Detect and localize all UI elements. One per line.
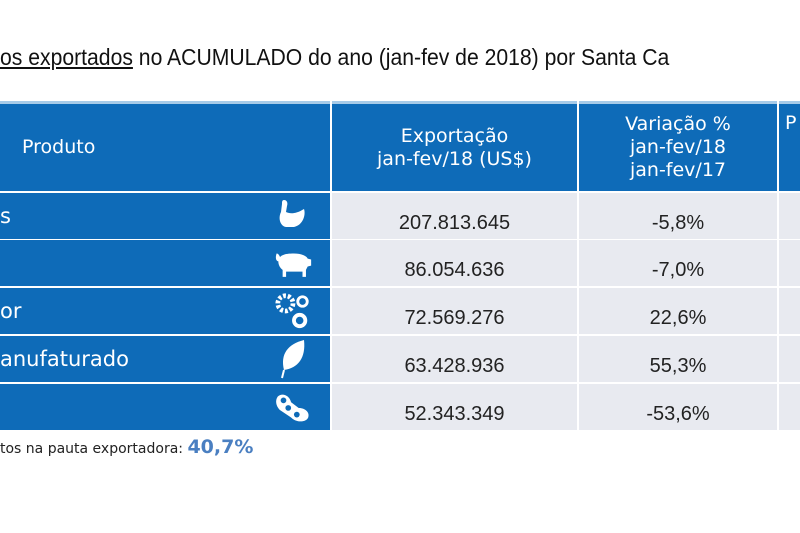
pig-icon	[274, 244, 312, 282]
header-variacao: Variação % jan-fev/18 jan-fev/17	[579, 101, 777, 191]
table-cell-participation	[779, 193, 800, 239]
footer-note: tos na pauta exportadora: 40,7%	[0, 436, 254, 458]
soybean-icon	[274, 388, 312, 426]
table-cell-participation	[779, 336, 800, 382]
header-participacao: P	[779, 101, 800, 191]
table-cell-variation: -5,8%	[579, 193, 777, 239]
table-cell-participation	[779, 288, 800, 334]
gears-icon	[274, 292, 312, 330]
table-row-product: s	[0, 193, 330, 239]
table-cell-export: 72.569.276	[332, 288, 577, 334]
table-cell-variation: 55,3%	[579, 336, 777, 382]
table-cell-variation: 22,6%	[579, 288, 777, 334]
page-title: os exportados no ACUMULADO do ano (jan-f…	[0, 44, 670, 70]
header-produto: Produto	[0, 101, 330, 191]
table-cell-export: 63.428.936	[332, 336, 577, 382]
table-cell-participation	[779, 240, 800, 286]
table-cell-export: 52.343.349	[332, 384, 577, 430]
chicken-icon	[274, 197, 312, 235]
table-cell-participation	[779, 384, 800, 430]
header-exportacao: Exportação jan-fev/18 (US$)	[332, 101, 577, 191]
table-cell-export: 207.813.645	[332, 193, 577, 239]
table-cell-variation: -7,0%	[579, 240, 777, 286]
table-row-product	[0, 240, 330, 286]
leaf-icon	[274, 340, 312, 379]
table-cell-export: 86.054.636	[332, 240, 577, 286]
table-cell-variation: -53,6%	[579, 384, 777, 430]
table-row-product: anufaturado	[0, 336, 330, 382]
table-row-product	[0, 384, 330, 430]
table-row-product: or	[0, 288, 330, 334]
